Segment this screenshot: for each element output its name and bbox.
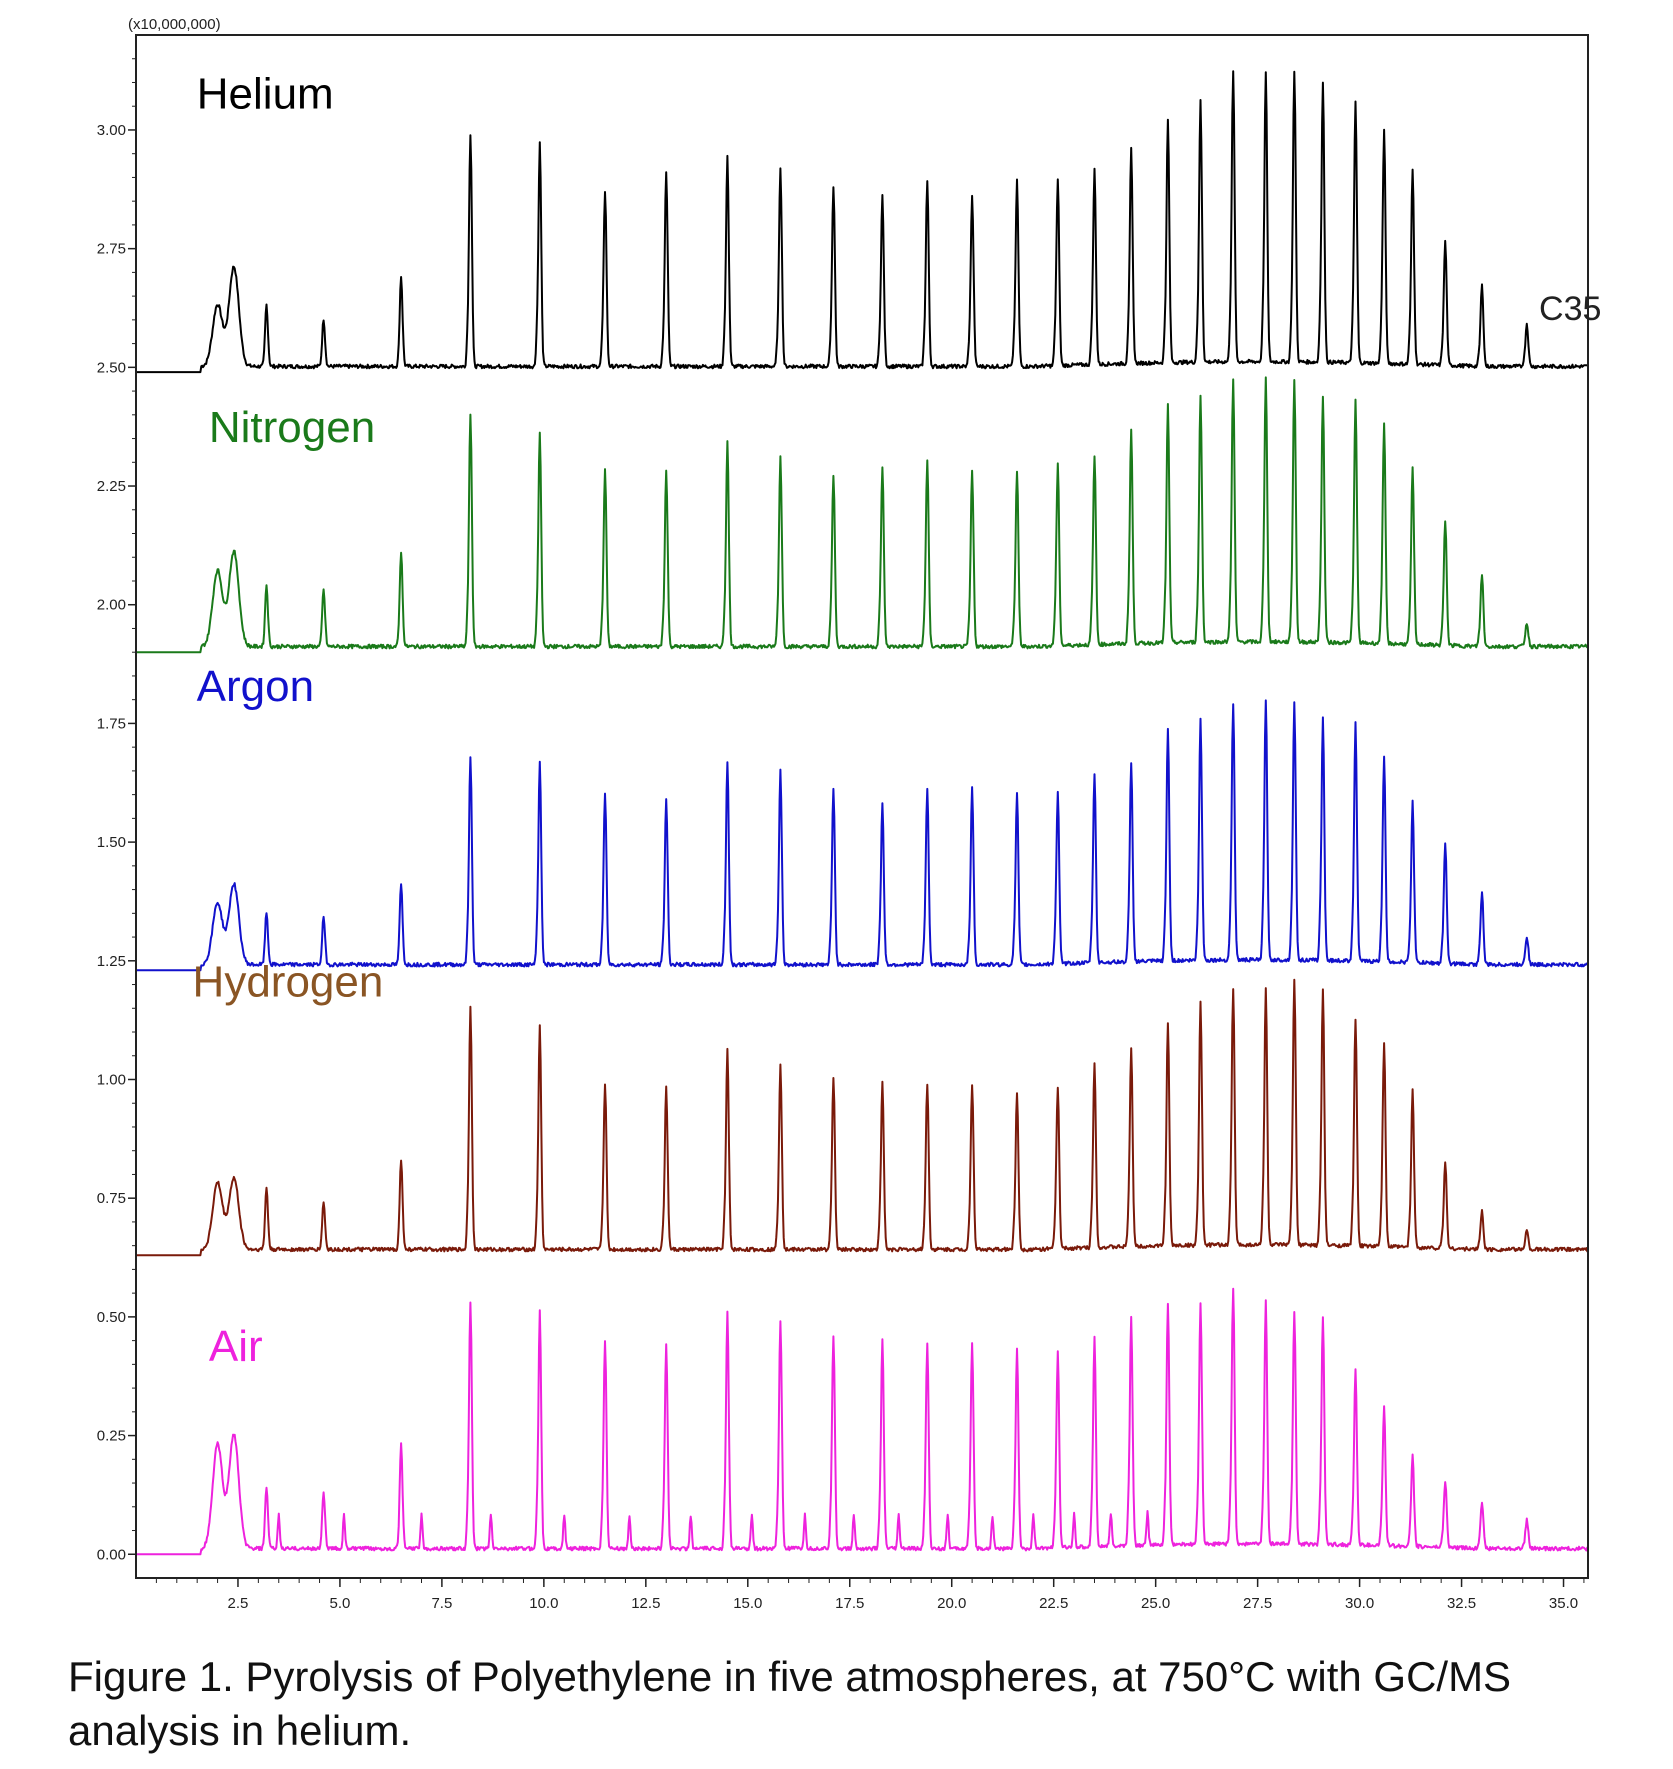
series-label-hydrogen: Hydrogen [193,957,384,1006]
y-tick-label: 2.50 [97,359,126,376]
x-tick-label: 17.5 [835,1595,864,1612]
plot-frame [135,34,1589,1579]
series-trace-argon [135,699,1589,972]
x-tick-label: 32.5 [1447,1595,1476,1612]
y-tick-label: 1.25 [97,953,126,970]
x-tick-label: 22.5 [1039,1595,1068,1612]
y-tick-label: 2.75 [97,241,126,258]
y-tick-label: 3.00 [97,122,126,139]
x-tick-label: 30.0 [1345,1595,1374,1612]
series-label-air: Air [209,1322,263,1371]
y-tick-label: 0.00 [97,1546,126,1563]
chromatogram-chart: (x10,000,000) 0.00 0.25 0.50 0.75 1.00 1.25 1.5… [97,16,1602,1612]
y-tick-label: 2.00 [97,597,126,614]
x-tick-label: 15.0 [733,1595,762,1612]
y-tick-label: 0.50 [97,1309,126,1326]
series-trace-helium [135,70,1589,374]
y-tick-label: 2.25 [97,478,126,495]
x-tick-label: 5.0 [330,1595,351,1612]
y-tick-label: 1.50 [97,834,126,851]
series-trace-hydrogen [135,978,1589,1257]
y-tick-label: 0.75 [97,1190,126,1207]
x-tick-label: 12.5 [631,1595,660,1612]
y-tick-label: 0.25 [97,1428,126,1445]
x-tick-label: 7.5 [431,1595,452,1612]
y-tick-label: 1.00 [97,1071,126,1088]
series-label-nitrogen: Nitrogen [209,403,375,452]
x-tick-label: 10.0 [529,1595,558,1612]
c35-annotation: C35 [1539,290,1601,328]
y-tick-label: 1.75 [97,715,126,732]
x-tick-label: 35.0 [1549,1595,1578,1612]
series-trace-air [135,1287,1589,1556]
series-label-helium: Helium [197,70,334,119]
x-tick-label: 20.0 [937,1595,966,1612]
figure-caption: Figure 1. Pyrolysis of Polyethylene in f… [68,1653,1512,1754]
series-trace-nitrogen [135,376,1589,654]
x-tick-label: 27.5 [1243,1595,1272,1612]
x-tick-label: 25.0 [1141,1595,1170,1612]
x-tick-label: 2.5 [228,1595,249,1612]
series-label-argon: Argon [197,662,314,711]
y-axis-multiplier-label: (x10,000,000) [128,16,221,33]
